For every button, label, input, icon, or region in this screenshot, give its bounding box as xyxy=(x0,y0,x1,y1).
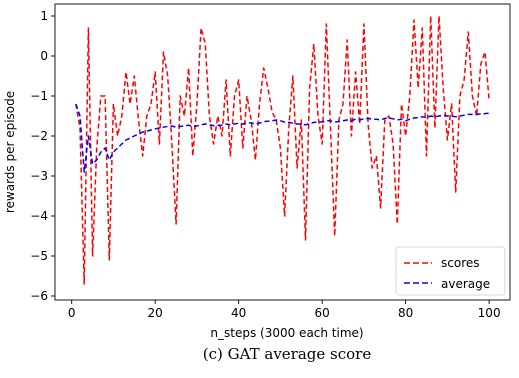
legend-label-average: average xyxy=(441,277,490,291)
y-tick-label: −6 xyxy=(30,289,48,303)
x-axis-label: n_steps (3000 each time) xyxy=(210,326,363,340)
y-tick-label: −5 xyxy=(30,249,48,263)
x-tick-label: 60 xyxy=(315,306,330,320)
y-tick-label: −4 xyxy=(30,209,48,223)
x-tick-label: 40 xyxy=(231,306,246,320)
x-axis-ticks: 0 20 40 60 80 100 xyxy=(68,300,501,320)
figure-caption: (c) GAT average score xyxy=(203,345,372,363)
x-tick-label: 20 xyxy=(148,306,163,320)
y-axis-ticks: 1 0 −1 −2 −3 −4 −5 −6 xyxy=(30,9,55,303)
x-tick-label: 0 xyxy=(68,306,76,320)
series-line-average xyxy=(75,103,490,173)
x-tick-label: 100 xyxy=(478,306,501,320)
y-tick-label: 1 xyxy=(40,9,48,23)
y-tick-label: −2 xyxy=(30,129,48,143)
legend-label-scores: scores xyxy=(441,256,480,270)
y-axis-label: rewards per episode xyxy=(3,91,17,213)
legend: scores average xyxy=(395,246,506,296)
y-tick-label: 0 xyxy=(40,49,48,63)
x-tick-label: 80 xyxy=(398,306,413,320)
y-tick-label: −3 xyxy=(30,169,48,183)
y-tick-label: −1 xyxy=(30,89,48,103)
series-layer xyxy=(75,15,490,285)
